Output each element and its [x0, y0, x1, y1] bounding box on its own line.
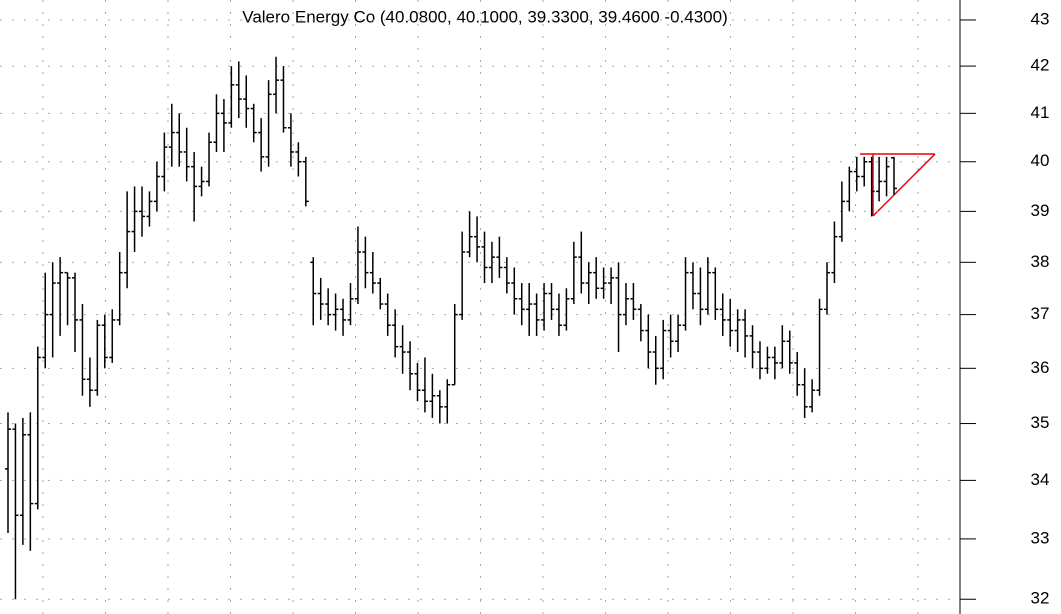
- annotation-line: [872, 153, 936, 217]
- y-tick-label: 38: [1031, 252, 1050, 271]
- y-tick-label: 32: [1031, 589, 1050, 608]
- y-tick-label: 42: [1031, 56, 1050, 75]
- y-tick-label: 35: [1031, 413, 1050, 432]
- y-tick-label: 37: [1031, 304, 1050, 323]
- y-tick-label: 34: [1031, 470, 1050, 489]
- vertical-grid: [42, 0, 919, 614]
- y-tick-label: 40: [1031, 151, 1050, 170]
- y-tick-label: 39: [1031, 201, 1050, 220]
- y-tick-label: 41: [1031, 103, 1050, 122]
- y-tick-label: 43: [1031, 9, 1050, 28]
- triangle-annotation: [860, 153, 936, 217]
- y-tick-label: 36: [1031, 358, 1050, 377]
- chart-title: Valero Energy Co (40.0800, 40.1000, 39.3…: [242, 7, 728, 26]
- y-tick-label: 33: [1031, 528, 1050, 547]
